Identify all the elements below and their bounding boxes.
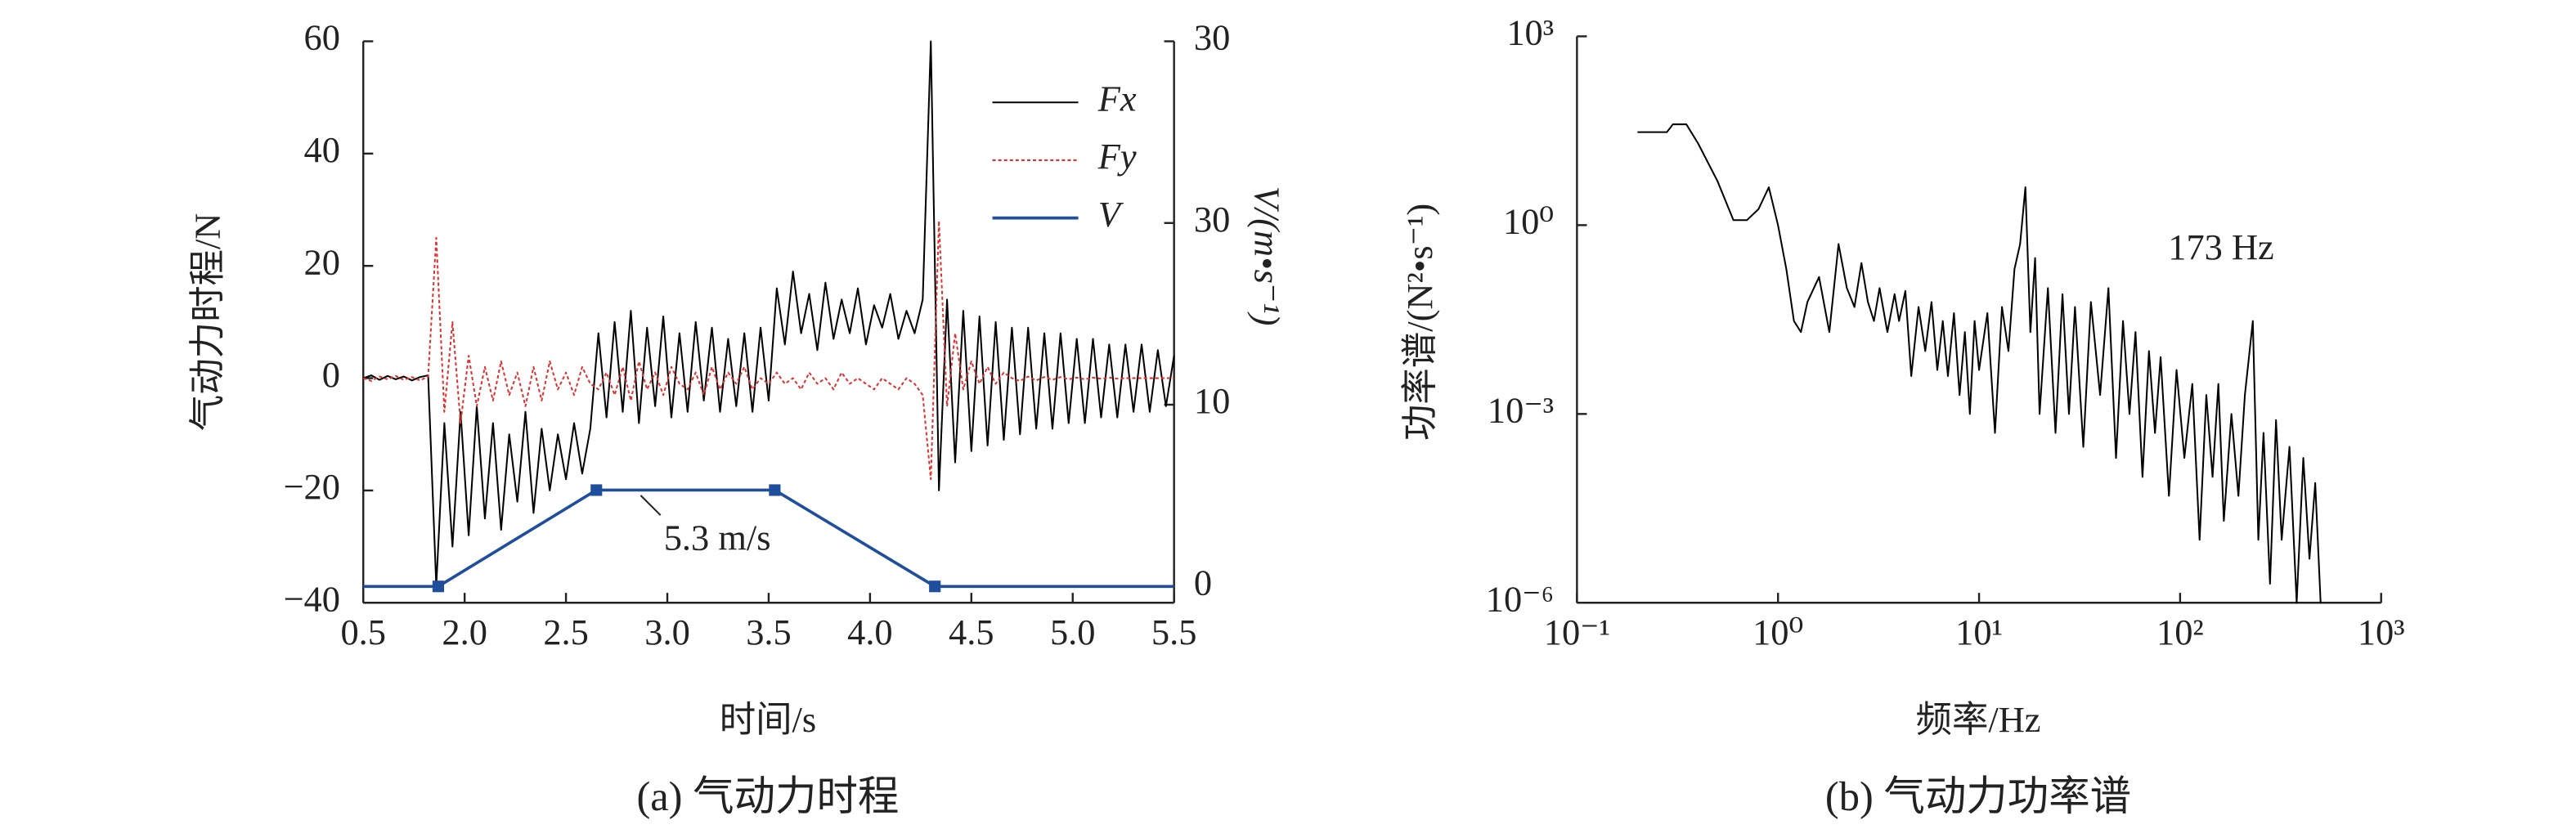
annotation-leader — [640, 495, 662, 516]
series-line — [362, 40, 1175, 587]
y2-tick-label: 0 — [1194, 562, 1212, 603]
point-marker — [432, 580, 445, 593]
y-tick-label: 40 — [304, 129, 340, 170]
series-line — [1637, 123, 2322, 604]
x-tick-label: 10¹ — [1955, 612, 2003, 652]
y-tick-label: 10³ — [1506, 12, 1554, 53]
x-axis-label: 时间/s — [720, 699, 816, 740]
x-tick-label: 0.5 — [340, 612, 386, 652]
series-line — [363, 488, 1174, 589]
y-tick-label: 60 — [304, 17, 340, 58]
legend-label: Fx — [1097, 78, 1137, 119]
caption: (a) 气动力时程 — [636, 773, 899, 819]
x-tick-label: 3.0 — [644, 612, 690, 652]
x-tick-label: 10² — [2156, 612, 2204, 652]
x-tick-label: 10⁻¹ — [1544, 612, 1610, 652]
legend-label: V — [1098, 194, 1124, 235]
y-tick-label: 0 — [322, 354, 340, 395]
x-tick-label: 10⁰ — [1752, 612, 1803, 652]
series-line — [362, 220, 1174, 481]
y-tick-label: −40 — [283, 578, 339, 619]
x-tick-label: 4.5 — [949, 612, 994, 652]
y2-axis-label: V/(m•s⁻¹) — [1247, 186, 1288, 326]
x-tick-label: 5.0 — [1050, 612, 1096, 652]
x-tick-label: 4.0 — [847, 612, 893, 652]
legend-label: Fy — [1097, 136, 1137, 177]
y-tick-label: 10⁻³ — [1488, 390, 1554, 431]
y-tick-label: 10⁰ — [1503, 201, 1554, 242]
annotation: 173 Hz — [2168, 226, 2274, 267]
y-tick-label: 10⁻⁶ — [1486, 578, 1554, 619]
y-tick-label: 20 — [304, 241, 340, 282]
x-tick-label: 2.5 — [543, 612, 589, 652]
y-axis-label: 气动力时程/N — [187, 213, 228, 432]
y2-tick-label: 10 — [1194, 380, 1230, 421]
y-tick-label: −20 — [283, 466, 339, 507]
x-tick-label: 10³ — [2358, 612, 2405, 652]
point-marker — [590, 484, 603, 496]
x-tick-label: 3.5 — [746, 612, 792, 652]
point-marker — [929, 580, 941, 593]
y2-tick-label: 30 — [1194, 199, 1230, 240]
x-tick-label: 5.5 — [1151, 612, 1197, 652]
caption: (b) 气动力功率谱 — [1825, 773, 2131, 819]
x-tick-label: 2.0 — [442, 612, 487, 652]
point-marker — [769, 484, 781, 496]
y2-tick-label: 30 — [1194, 17, 1230, 58]
y-axis-label: 功率谱/(N²•s⁻¹) — [1399, 204, 1440, 441]
annotation: 5.3 m/s — [664, 518, 771, 558]
x-axis-label: 频率/Hz — [1916, 699, 2041, 740]
